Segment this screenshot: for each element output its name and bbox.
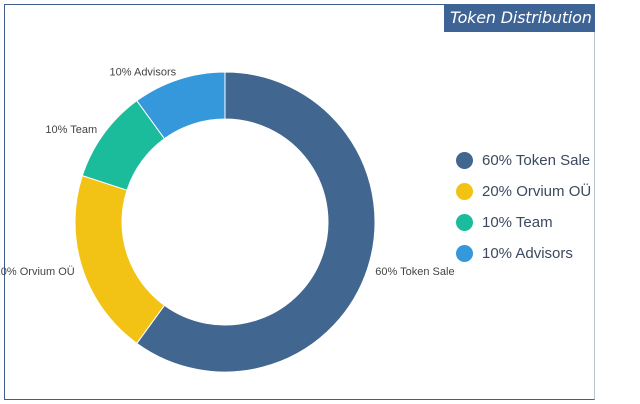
legend-swatch — [456, 245, 473, 262]
slice-label-10-advisors: 10% Advisors — [110, 67, 177, 79]
legend-item-20-orvium-o[interactable]: 20% Orvium OÜ — [456, 176, 591, 207]
legend-item-10-team[interactable]: 10% Team — [456, 207, 591, 238]
slice-labels: 60% Token Sale 20% Orvium OÜ 10% Team 10% A… — [0, 67, 455, 278]
chart-legend: 60% Token Sale 20% Orvium OÜ 10% Team 10% A… — [456, 145, 591, 269]
slice-20-orvium-o[interactable] — [74, 175, 166, 345]
slice-label-10-team: 10% Team — [45, 124, 97, 136]
donut-slices — [74, 71, 376, 373]
slice-label-20-orvium-o: 20% Orvium OÜ — [0, 266, 75, 278]
legend-swatch — [456, 152, 473, 169]
legend-item-10-advisors[interactable]: 10% Advisors — [456, 238, 591, 269]
slice-10-advisors[interactable] — [136, 71, 226, 140]
legend-label: 10% Advisors — [482, 245, 573, 262]
legend-swatch — [456, 183, 473, 200]
legend-swatch — [456, 214, 473, 231]
legend-item-60-token-sale[interactable]: 60% Token Sale — [456, 145, 591, 176]
legend-label: 10% Team — [482, 214, 553, 231]
legend-label: 60% Token Sale — [482, 152, 591, 169]
slice-label-60-token-sale: 60% Token Sale — [375, 266, 454, 278]
slice-60-token-sale[interactable] — [136, 71, 376, 373]
legend-label: 20% Orvium OÜ — [482, 183, 592, 200]
chart-title: Token Distribution — [444, 4, 595, 32]
